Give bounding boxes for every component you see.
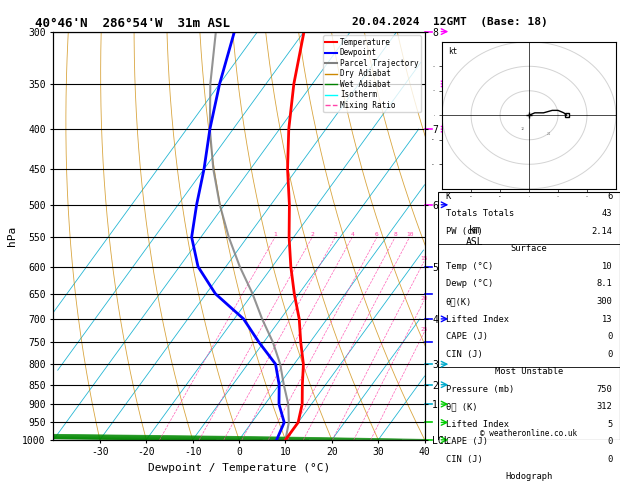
Text: 13: 13 (602, 314, 612, 324)
Text: Temp (°C): Temp (°C) (446, 262, 493, 271)
Text: CIN (J): CIN (J) (446, 455, 482, 464)
Text: 1: 1 (273, 232, 277, 237)
Text: Pressure (mb): Pressure (mb) (446, 385, 514, 394)
Text: 43: 43 (602, 209, 612, 218)
Text: 10: 10 (406, 232, 413, 237)
Bar (438, 191, 620, 440)
Text: 6: 6 (607, 191, 612, 201)
Text: 4: 4 (350, 232, 354, 237)
Text: 312: 312 (596, 402, 612, 411)
Text: 750: 750 (596, 385, 612, 394)
Text: 20.04.2024  12GMT  (Base: 18): 20.04.2024 12GMT (Base: 18) (352, 17, 548, 27)
Text: PW (cm): PW (cm) (446, 227, 482, 236)
Text: CAPE (J): CAPE (J) (446, 437, 487, 446)
Text: 3: 3 (333, 232, 337, 237)
Text: CIN (J): CIN (J) (446, 349, 482, 359)
Text: θᴇ(K): θᴇ(K) (446, 297, 472, 306)
Text: Totals Totals: Totals Totals (446, 209, 514, 218)
Text: K: K (446, 191, 451, 201)
Text: 8: 8 (393, 232, 397, 237)
Text: CAPE (J): CAPE (J) (446, 332, 487, 341)
Text: Most Unstable: Most Unstable (495, 367, 563, 376)
Y-axis label: hPa: hPa (7, 226, 17, 246)
Text: 2: 2 (310, 232, 314, 237)
Text: 40°46'N  286°54'W  31m ASL: 40°46'N 286°54'W 31m ASL (35, 17, 230, 30)
Text: θᴇ (K): θᴇ (K) (446, 402, 477, 411)
Text: © weatheronline.co.uk: © weatheronline.co.uk (481, 429, 577, 438)
Text: 300: 300 (596, 297, 612, 306)
Text: 20: 20 (420, 296, 428, 301)
Y-axis label: km
ASL: km ASL (466, 225, 484, 246)
Text: 0: 0 (607, 349, 612, 359)
Text: Surface: Surface (511, 244, 547, 253)
Text: Dewp (°C): Dewp (°C) (446, 279, 493, 288)
Text: 8.1: 8.1 (596, 279, 612, 288)
Text: 6: 6 (375, 232, 379, 237)
Text: 2.14: 2.14 (591, 227, 612, 236)
Text: Lifted Index: Lifted Index (446, 314, 509, 324)
Text: 25: 25 (421, 327, 428, 332)
Legend: Temperature, Dewpoint, Parcel Trajectory, Dry Adiabat, Wet Adiabat, Isotherm, Mi: Temperature, Dewpoint, Parcel Trajectory… (323, 35, 421, 112)
Text: 10: 10 (602, 262, 612, 271)
Text: Lifted Index: Lifted Index (446, 420, 509, 429)
Text: Hodograph: Hodograph (505, 472, 553, 482)
X-axis label: Dewpoint / Temperature (°C): Dewpoint / Temperature (°C) (148, 463, 330, 473)
Text: 0: 0 (607, 455, 612, 464)
Text: 0: 0 (607, 332, 612, 341)
Text: 5: 5 (607, 420, 612, 429)
Text: 15: 15 (420, 257, 428, 261)
Text: 0: 0 (607, 437, 612, 446)
